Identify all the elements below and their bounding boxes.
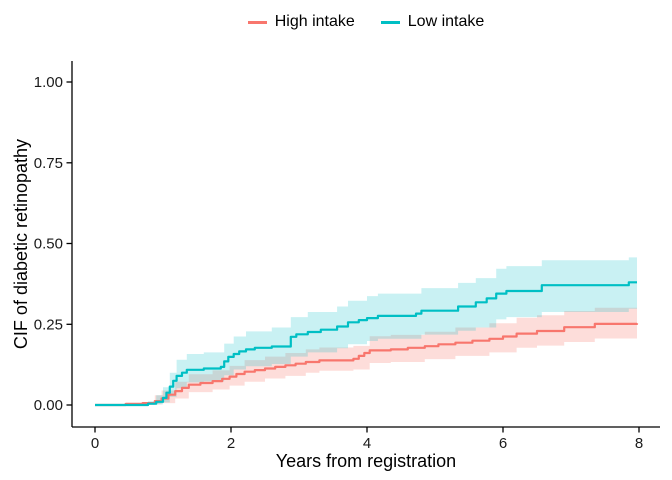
- x-tick-label: 8: [635, 435, 643, 452]
- legend-item-label: Low intake: [407, 13, 485, 30]
- y-tick-label: 1.00: [34, 74, 63, 91]
- curve-high-intake: [95, 322, 639, 407]
- x-axis-title: Years from registration: [276, 451, 456, 471]
- confidence-bands: [125, 257, 637, 405]
- legend-item-label: High intake: [274, 13, 355, 30]
- legend-key-line: [380, 20, 400, 24]
- curve-low-intake: [95, 281, 637, 407]
- y-tick-label: 0.25: [34, 316, 63, 333]
- cif-step-curves: [95, 281, 639, 407]
- band-high-intake: [125, 307, 637, 405]
- y-axis-title: CIF of diabetic retinopathy: [11, 139, 31, 349]
- x-tick-label: 6: [499, 435, 507, 452]
- legend: High intake Low intake: [72, 10, 660, 34]
- y-tick-label: 0.00: [34, 397, 63, 414]
- legend-item: High intake: [247, 13, 355, 30]
- legend-item: Low intake: [380, 13, 485, 30]
- tick-marks-and-labels: 0 2 4 6 8 0.00 0.25 0.50 0.75 1.00: [34, 74, 643, 452]
- y-tick-label: 0.75: [34, 155, 63, 172]
- axes: [71, 61, 660, 428]
- legend-key-line: [247, 20, 267, 24]
- x-tick-label: 2: [227, 435, 235, 452]
- x-tick-label: 0: [91, 435, 99, 452]
- y-tick-label: 0.50: [34, 236, 63, 253]
- x-tick-label: 4: [363, 435, 371, 452]
- band-low-intake: [148, 257, 637, 405]
